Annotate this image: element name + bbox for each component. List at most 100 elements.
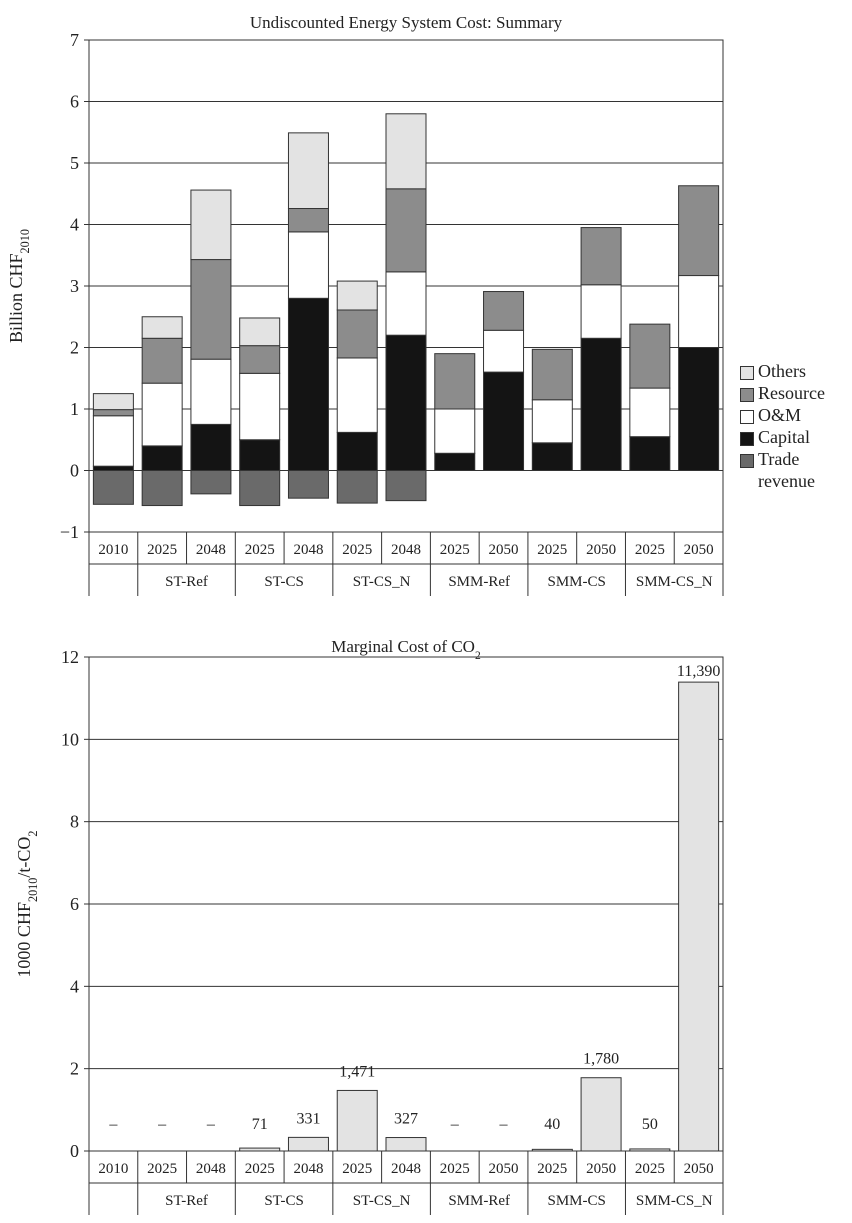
chart1-bar-capital: [580, 337, 622, 471]
chart1-cat-label: 2025: [342, 542, 372, 558]
chart1-ytick-label: 7: [70, 30, 79, 50]
chart2-ytick-label: 4: [70, 976, 79, 996]
chart1-bar-trade-revenue: [287, 470, 329, 499]
chart1-bar-capital: [385, 334, 427, 472]
chart2-cat-label: 2025: [440, 1161, 470, 1177]
chart1-cat-label: 2025: [440, 542, 470, 558]
chart1-bar-resource: [434, 353, 476, 410]
chart1-ytick-label: 1: [70, 399, 79, 419]
chart1-ytick-label: 0: [70, 461, 79, 481]
chart2-ytick-label: 12: [61, 647, 79, 667]
chart2-bar: [531, 1148, 573, 1152]
chart1-bar-trade-revenue: [336, 470, 378, 504]
chart1-ytick-label: 6: [70, 92, 79, 112]
chart2-cat-label: 2025: [147, 1161, 177, 1177]
chart1-bar-others: [287, 132, 329, 210]
chart1-bar-resource: [580, 227, 622, 286]
chart1-bar-trade-revenue: [190, 470, 232, 495]
legend-label: Others: [758, 361, 806, 381]
chart2-bar: [239, 1147, 281, 1152]
chart2-cat-label: 2048: [196, 1161, 226, 1177]
chart2-group-label: ST-CS_N: [353, 1193, 411, 1209]
chart2-data-label: 1,780: [583, 1051, 619, 1068]
chart1-bar-others: [141, 316, 183, 339]
legend-label: Resource: [758, 383, 825, 403]
chart1-bar-om: [287, 231, 329, 299]
chart1-group-label: SMM-CS_N: [636, 574, 713, 590]
chart1-cat-label: 2025: [147, 542, 177, 558]
chart1-cat-label: 2025: [245, 542, 275, 558]
chart2-cat-label: 2025: [342, 1161, 372, 1177]
chart2-cat-label: 2050: [684, 1161, 714, 1177]
chart1-bar-om: [141, 382, 183, 447]
chart1-group-label: SMM-CS: [548, 574, 606, 590]
chart2-data-label: 327: [394, 1111, 418, 1128]
chart1-cat-label: 2025: [635, 542, 665, 558]
chart1-bar-om: [629, 387, 671, 438]
chart2-bar: [287, 1136, 329, 1152]
chart2-cat-label: 2010: [98, 1161, 128, 1177]
chart1-bar-om: [336, 357, 378, 433]
chart1-ytick-label: −1: [60, 522, 79, 542]
legend-item: Trade revenue: [740, 448, 825, 492]
chart1-bar-om: [678, 275, 720, 349]
chart1-group-label: ST-Ref: [165, 574, 208, 590]
chart1-bar-om: [385, 271, 427, 336]
chart1-cat-label: 2048: [196, 542, 226, 558]
chart1-bar-trade-revenue: [141, 470, 183, 507]
legend-label: O&M: [758, 405, 802, 425]
chart1-bar-om: [434, 408, 476, 454]
chart1-bar-resource: [92, 409, 134, 417]
chart1-bar-others: [92, 393, 134, 411]
chart1-bar-resource: [141, 337, 183, 384]
chart1-bar-trade-revenue: [92, 470, 134, 505]
chart2-cat-label: 2025: [245, 1161, 275, 1177]
chart1-ytick-label: 4: [70, 215, 79, 235]
chart1-group-label: ST-CS: [264, 574, 303, 590]
chart1-bar-om: [483, 329, 525, 373]
chart1-ylabel: Billion CHF2010: [6, 229, 32, 343]
legend-item: O&M: [740, 404, 825, 426]
chart2-data-label: 1,471: [339, 1063, 375, 1080]
chart2-group-label: ST-Ref: [165, 1193, 208, 1209]
chart2-data-label: –: [157, 1116, 167, 1133]
chart1-bar-trade-revenue: [239, 470, 281, 507]
chart1-cat-label: 2050: [586, 542, 616, 558]
chart2-title: Marginal Cost of CO2: [331, 637, 481, 662]
chart2-bar: [336, 1089, 378, 1152]
chart1-bar-capital: [434, 452, 476, 471]
chart1-bar-resource: [287, 208, 329, 233]
chart1-bar-resource: [385, 188, 427, 273]
chart2-bar: [580, 1077, 622, 1152]
chart2-data-label: –: [499, 1116, 509, 1133]
chart2-ytick-label: 0: [70, 1141, 79, 1161]
chart2-bar: [629, 1148, 671, 1152]
chart1-group-label: SMM-Ref: [448, 574, 510, 590]
chart2-cat-label: 2025: [537, 1161, 567, 1177]
chart1-bar-om: [531, 399, 573, 444]
legend-item: Capital: [740, 426, 825, 448]
legend-item: Resource: [740, 382, 825, 404]
chart1-legend: Others Resource O&M Capital Trade revenue: [740, 360, 825, 492]
chart1-cat-label: 2048: [391, 542, 421, 558]
chart2-ytick-label: 6: [70, 894, 79, 914]
chart2-group-label: SMM-CS_N: [636, 1193, 713, 1209]
chart2-cat-label: 2050: [586, 1161, 616, 1177]
chart1-cat-label: 2050: [489, 542, 519, 558]
chart1-title: Undiscounted Energy System Cost: Summary: [250, 13, 563, 32]
chart1-bar-trade-revenue: [385, 470, 427, 502]
chart1-bar-others: [336, 280, 378, 311]
legend-swatch: [740, 388, 754, 402]
chart2-cat-label: 2025: [635, 1161, 665, 1177]
chart1-bar-others: [190, 189, 232, 261]
chart1-ytick-label: 2: [70, 338, 79, 358]
chart1-bar-resource: [483, 291, 525, 331]
chart2-data-label: –: [108, 1116, 118, 1133]
chart1-cat-label: 2025: [537, 542, 567, 558]
chart2-group-label: SMM-Ref: [448, 1193, 510, 1209]
chart1-bar-resource: [531, 348, 573, 401]
chart1-cat-label: 2050: [684, 542, 714, 558]
chart2-bar: [678, 681, 720, 1152]
